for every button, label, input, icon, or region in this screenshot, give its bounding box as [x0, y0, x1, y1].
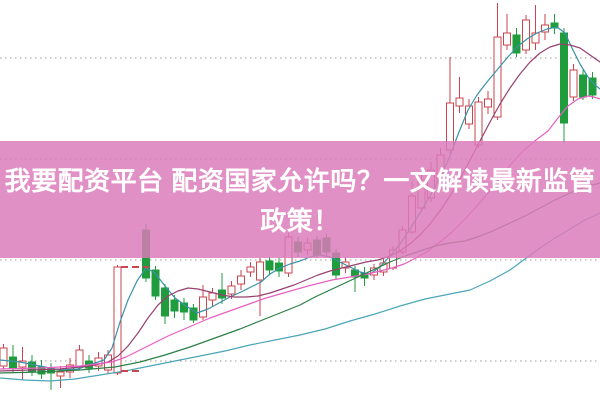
marker-dashes-group [121, 266, 149, 372]
headline-banner: 我要配资平台 配资国家允许吗？一文解读最新监管 政策！ [0, 141, 600, 258]
headline-line-1: 我要配资平台 配资国家允许吗？一文解读最新监管 [4, 165, 596, 196]
headline-line-2: 政策！ [260, 205, 340, 236]
